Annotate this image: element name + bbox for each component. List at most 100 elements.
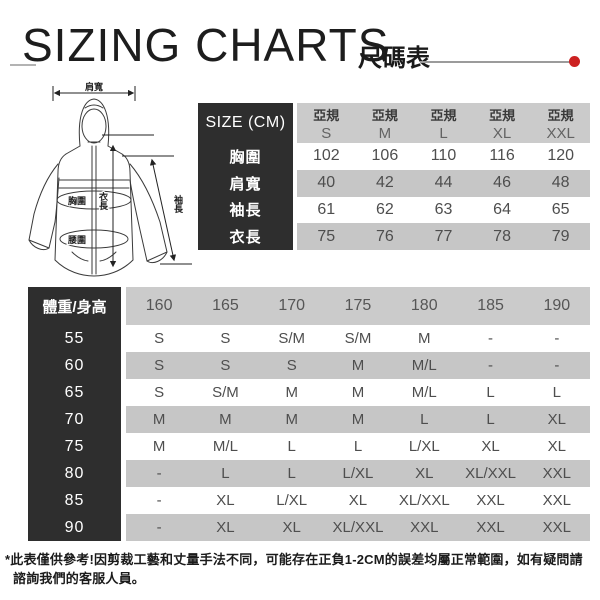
fit-cell: XL: [547, 411, 566, 428]
row-label-sleeve: 袖長: [229, 202, 262, 220]
fit-cell: XXL: [476, 519, 505, 536]
fit-cell: -: [156, 465, 162, 482]
fit-cell: S/M: [278, 330, 306, 347]
fit-cell: XXL: [542, 465, 571, 482]
size-cell: 64: [493, 200, 511, 218]
fit-cell: L: [221, 465, 230, 482]
fit-cell: L: [420, 411, 429, 428]
row-label-shoulder: 肩寬: [229, 175, 262, 193]
fit-cell: XXL: [542, 492, 571, 509]
col-header-l: 亞規 L: [430, 107, 457, 142]
fit-cell: S: [286, 357, 297, 374]
row-label-length: 衣長: [229, 229, 262, 247]
table-row: M M M M L L XL: [126, 406, 590, 433]
size-cell: 44: [434, 174, 453, 192]
fit-cell: -: [488, 357, 494, 374]
table-row: 40 42 44 46 48: [297, 169, 590, 197]
height-header: 190: [543, 297, 571, 314]
footnote: *此表僅供參考!因剪裁工藝和丈量手法不同，可能存在正負1-2CM的誤差均屬正常範…: [5, 552, 583, 586]
size-cell: 63: [434, 200, 453, 218]
fit-cell: XL/XXL: [332, 519, 384, 536]
fit-cell: M: [152, 411, 166, 428]
fit-cell: L: [353, 438, 363, 455]
fit-cell: L: [287, 438, 296, 455]
size-cell: 116: [489, 147, 515, 165]
hood-opening: [81, 108, 107, 144]
table-row: 102 106 110 116 120: [297, 143, 590, 170]
height-header: 180: [410, 297, 438, 314]
title-rule-line: [420, 61, 570, 63]
fit-cell: M: [351, 357, 365, 374]
fit-table-corner: 體重/身高: [42, 298, 107, 316]
size-table-label-column: SIZE (CM) 胸圍 肩寬 袖長 衣長: [198, 103, 293, 250]
fit-cell: M: [351, 384, 365, 401]
size-cell: 76: [375, 227, 394, 245]
height-header: 170: [278, 297, 306, 314]
weight-label: 90: [64, 518, 85, 536]
size-cell: 106: [371, 147, 399, 165]
fit-cell: M/L: [411, 357, 437, 374]
weight-label: 55: [64, 329, 85, 347]
fit-cell: M: [351, 411, 365, 428]
size-cell: 42: [375, 174, 394, 192]
chest-label: 胸圍: [68, 195, 86, 206]
fit-cell: M: [219, 411, 232, 428]
size-cell: 40: [317, 174, 336, 192]
fit-cell: XL/XXL: [398, 492, 450, 509]
table-row: M M/L L L L/XL XL XL: [126, 433, 590, 460]
fit-cell: S/M: [344, 330, 372, 347]
title-underline-left: [10, 64, 36, 66]
fit-cell: S: [220, 330, 231, 347]
size-cell: 46: [493, 174, 511, 192]
size-table-corner: SIZE (CM): [205, 114, 286, 131]
fit-cell: M: [285, 411, 298, 428]
weight-label: 85: [64, 491, 85, 509]
fit-cell: -: [554, 357, 560, 374]
fit-cell: M: [285, 384, 298, 401]
fit-cell: XL: [282, 519, 301, 536]
fit-cell: S/M: [212, 384, 239, 401]
right-sleeve: [129, 163, 168, 264]
waist-ring: [59, 229, 129, 249]
fit-cell: -: [488, 330, 494, 347]
fit-cell: L/XL: [276, 492, 308, 509]
size-cell: 110: [430, 147, 457, 165]
table-row: - XL L/XL XL XL/XXL XXL XXL: [126, 487, 590, 514]
fit-cell: L/XL: [408, 438, 440, 455]
fit-table-label-column: 體重/身高 55 60 65 70 75 80 85 90: [28, 287, 121, 541]
fit-cell: XL/XXL: [465, 465, 516, 482]
fit-cell: -: [156, 519, 162, 536]
page-title-chinese: 尺碼表: [358, 45, 430, 72]
weight-label: 70: [64, 410, 85, 428]
length-label: 衣長: [98, 191, 109, 211]
size-cell: 65: [551, 200, 570, 218]
size-cell: 62: [375, 200, 394, 218]
fit-table-header: 160 165 170 175 180 185 190: [126, 287, 590, 325]
size-cell: 102: [312, 147, 340, 165]
weight-label: 75: [64, 437, 85, 455]
table-row: 75 76 77 78 79: [297, 223, 590, 250]
size-table-data: 亞規 S 亞規 M 亞規 L 亞規 XL 亞規 XXL 102 106: [297, 103, 590, 250]
row-label-chest: 胸圍: [229, 148, 262, 166]
height-header: 175: [344, 297, 372, 314]
size-cell: 48: [551, 174, 570, 192]
fit-cell: XL: [415, 465, 434, 482]
zipper-line: [87, 141, 101, 275]
hood-outline: [78, 98, 110, 147]
size-cell: 61: [317, 200, 336, 218]
red-dot-icon: [569, 56, 580, 67]
fit-table: 體重/身高 55 60 65 70 75 80 85 90 160 165 17…: [28, 287, 590, 541]
fit-cell: XL: [216, 519, 235, 536]
fit-cell: S: [154, 330, 165, 347]
col-header-s: 亞規 S: [313, 107, 340, 142]
fit-cell: L/XL: [342, 465, 374, 482]
sleeve-length-arrow: [149, 158, 177, 262]
weight-label: 60: [64, 356, 85, 374]
fit-cell: XXL: [542, 519, 571, 536]
weight-label: 65: [64, 383, 85, 401]
fit-cell: XL: [216, 492, 235, 509]
table-row: - L L L/XL XL XL/XXL XXL: [126, 460, 590, 487]
fit-cell: XXL: [476, 492, 505, 509]
size-table-header: 亞規 S 亞規 M 亞規 L 亞規 XL 亞規 XXL: [297, 103, 590, 143]
